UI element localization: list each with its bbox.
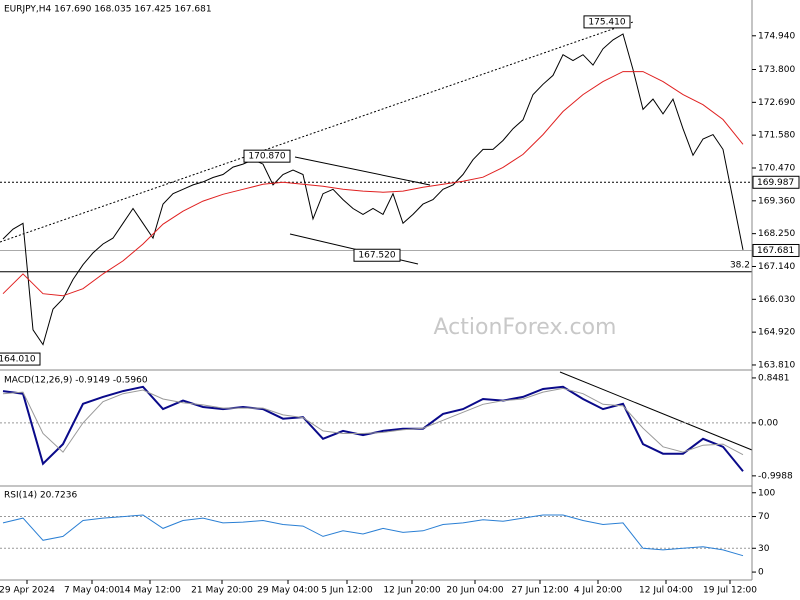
- annotation: 170.870: [248, 152, 285, 162]
- y-tick-label: -0.9988: [758, 471, 793, 481]
- macd-trend-line: [559, 371, 753, 451]
- series-line: [2, 33, 744, 346]
- annotation-box: [353, 248, 401, 262]
- x-tick-label: 12 Jun 20:00: [383, 586, 440, 596]
- level-box: [752, 175, 800, 189]
- y-tick-label: 166.030: [758, 295, 795, 305]
- y-tick-label: 174.940: [758, 31, 795, 41]
- x-tick-label: 5 Jun 12:00: [321, 586, 373, 596]
- annotation-box: [0, 352, 41, 366]
- channel-line: [294, 156, 431, 186]
- level-box: [752, 243, 800, 257]
- x-tick-label: 29 Apr 2024: [0, 586, 55, 596]
- y-tick-label: 170.470: [758, 163, 795, 173]
- x-tick-label: 4 Jul 20:00: [574, 586, 623, 596]
- series-line: [2, 514, 744, 557]
- y-tick-label: 172.690: [758, 98, 795, 108]
- x-tick-label: 12 Jul 04:00: [639, 586, 693, 596]
- y-tick-label: 30: [758, 544, 770, 554]
- macd-title: MACD(12,26,9) -0.9149 -0.5960: [4, 376, 148, 386]
- y-tick-label: 169.360: [758, 196, 795, 206]
- y-tick-label: 167.140: [758, 262, 795, 272]
- annotation: 167.520: [358, 251, 395, 261]
- y-tick-label: 173.800: [758, 65, 795, 75]
- level-label: 167.681: [757, 246, 794, 256]
- y-tick-label: 168.250: [758, 229, 795, 239]
- y-tick-label: 0: [758, 568, 764, 578]
- y-tick-label: 70: [758, 512, 770, 522]
- y-tick-label: 100: [758, 488, 775, 498]
- x-tick-label: 27 Jun 12:00: [511, 586, 568, 596]
- x-tick-label: 21 May 20:00: [191, 586, 253, 596]
- x-tick-label: 7 May 04:00: [64, 586, 120, 596]
- annotation-box: [583, 15, 631, 29]
- x-tick-label: 19 Jul 12:00: [703, 586, 757, 596]
- fib-label: 38.2: [730, 260, 750, 270]
- rsi-title: RSI(14) 20.7236: [4, 491, 77, 501]
- level-label: 169.987: [757, 178, 794, 188]
- annotation-box: [243, 149, 291, 163]
- series-line: [2, 387, 744, 456]
- watermark: ActionForex.com: [434, 315, 617, 340]
- y-tick-label: 0.00: [758, 418, 778, 428]
- x-tick-label: 29 May 04:00: [257, 586, 319, 596]
- annotation: 164.010: [0, 355, 36, 365]
- annotation: 175.410: [588, 17, 625, 27]
- x-tick-label: 14 May 12:00: [119, 586, 181, 596]
- y-tick-label: 0.8481: [758, 373, 790, 383]
- series-line: [2, 71, 744, 297]
- x-tick-label: 20 Jun 04:00: [446, 586, 503, 596]
- y-tick-label: 171.580: [758, 131, 795, 141]
- y-tick-label: 163.810: [758, 360, 795, 370]
- chart-title: EURJPY,H4 167.690 168.035 167.425 167.68…: [4, 5, 212, 15]
- y-tick-label: 164.920: [758, 328, 795, 338]
